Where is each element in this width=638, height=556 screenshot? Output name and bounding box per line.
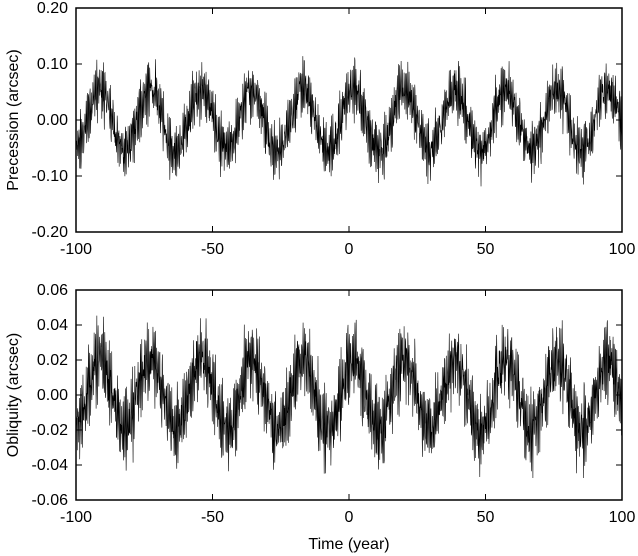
obliquity-y-tick-label: 0.06 [37, 282, 68, 299]
precession-x-tick-label: 50 [477, 241, 495, 258]
obliquity-y-tick-label: -0.06 [32, 492, 69, 509]
precession-x-tick-label: -50 [201, 241, 224, 258]
precession-panel: -100 -50 0 50 100 0.20 0.10 0.00 -0.10 -0.20 Prec… [5, 0, 635, 258]
obliquity-y-axis-label: Obliquity (arcsec) [5, 333, 22, 457]
obliquity-y-tick-label: 0.00 [37, 387, 68, 404]
precession-ticks: -100 -50 0 50 100 0.20 0.10 0.00 -0.10 -0.20 [32, 0, 636, 258]
obliquity-x-tick-label: -100 [60, 509, 92, 526]
obliquity-x-tick-label: 0 [345, 509, 354, 526]
precession-series-line [75, 56, 623, 187]
obliquity-x-tick-label: 50 [477, 509, 495, 526]
obliquity-y-tick-label: 0.02 [37, 352, 68, 369]
obliquity-y-tick-label: 0.04 [37, 317, 68, 334]
obliquity-ticks: -100 -50 0 50 100 0.06 0.04 0.02 0.00 -0.02 -0.04 -… [32, 282, 636, 526]
obliquity-x-tick-label: 100 [609, 509, 636, 526]
precession-y-tick-label: -0.20 [32, 224, 69, 241]
precession-y-tick-label: 0.00 [37, 112, 68, 129]
precession-y-tick-label: 0.20 [37, 0, 68, 17]
obliquity-series-line [75, 315, 623, 479]
obliquity-x-tick-label: -50 [201, 509, 224, 526]
precession-x-tick-label: 0 [345, 241, 354, 258]
precession-x-tick-label: 100 [609, 241, 636, 258]
precession-x-tick-label: -100 [60, 241, 92, 258]
precession-y-axis-label: Precession (arcsec) [5, 49, 22, 190]
time-x-axis-label: Time (year) [308, 536, 389, 553]
obliquity-y-tick-label: -0.02 [32, 422, 69, 439]
obliquity-y-tick-label: -0.04 [32, 457, 69, 474]
precession-y-tick-label: -0.10 [32, 168, 69, 185]
precession-y-tick-label: 0.10 [37, 56, 68, 73]
obliquity-panel: -100 -50 0 50 100 0.06 0.04 0.02 0.00 -0.02 -0.04 -… [5, 282, 635, 553]
